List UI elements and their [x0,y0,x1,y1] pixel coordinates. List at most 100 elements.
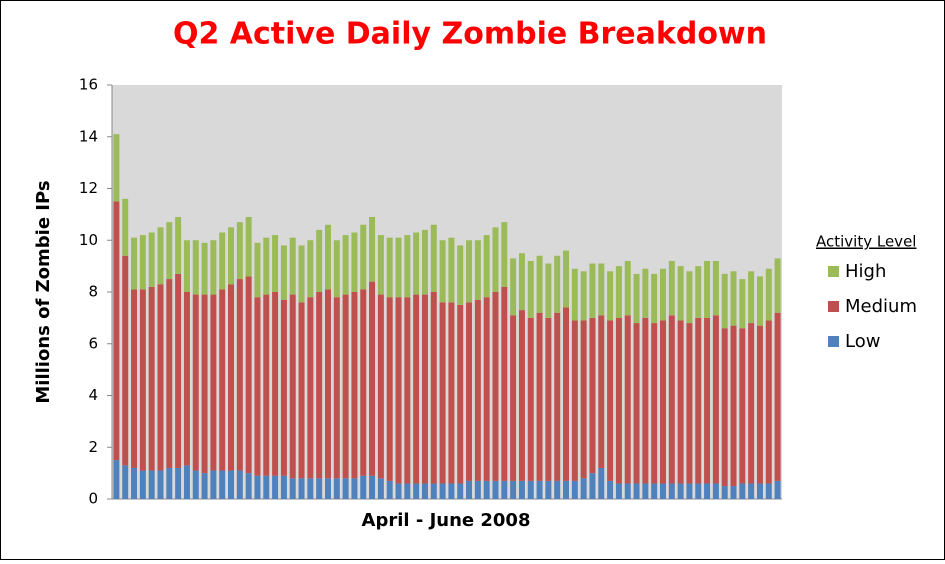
bar-segment [527,260,534,318]
bar-segment [139,289,146,471]
bar-segment [659,320,666,484]
bar-segment [228,227,235,285]
bar-segment [607,480,614,499]
bar-segment [633,323,640,484]
bar-segment [219,232,226,290]
bar-segment [369,281,376,476]
bar-segment [386,237,393,298]
bar-segment [501,480,508,499]
bar-segment [307,297,314,479]
bar-segment [624,483,631,499]
bar-segment [580,271,587,321]
bar-segment [483,480,490,499]
bar-segment [448,237,455,303]
bar-segment [659,483,666,499]
bar-segment [175,216,182,274]
bar-segment [386,480,393,499]
bar-segment [518,480,525,499]
bar-segment [139,235,146,290]
bar-segment [615,317,622,484]
bar-segment [316,478,323,499]
bar-segment [589,473,596,499]
bar-segment [289,294,296,479]
bar-segment [721,273,728,329]
legend-swatch [828,336,839,347]
bar-segment [298,245,305,303]
bar-segment [527,317,534,481]
bar-segment [166,279,173,468]
bar-segment [730,486,737,499]
bar-segment [333,240,340,298]
x-axis-label: April - June 2008 [362,510,531,531]
bar-segment [324,478,331,499]
bar-segment [748,323,755,484]
bar-segment [289,237,296,295]
bar-segment [739,328,746,484]
legend-swatch [828,301,839,312]
bar-segment [289,478,296,499]
bar-segment [395,237,402,298]
bar-segment [659,268,666,321]
bar-segment [483,297,490,481]
bar-segment [730,271,737,326]
bar-segment [369,475,376,499]
bar-segment [501,222,508,287]
bar-segment [192,470,199,499]
bar-segment [501,286,508,481]
bar-segment [492,227,499,292]
bar-segment [518,310,525,481]
bar-segment [263,475,270,499]
bar-segment [563,250,570,308]
bar-segment [457,483,464,499]
bar-segment [527,480,534,499]
bar-segment [280,245,287,300]
bar-segment [466,240,473,303]
legend-label: High [845,261,886,282]
bar-segment [122,198,129,256]
bar-segment [563,480,570,499]
bar-segment [677,320,684,484]
bar-segment [421,483,428,499]
bar-segment [131,237,138,290]
bar-segment [598,315,605,468]
bar-segment [395,297,402,484]
bar-segment [651,273,658,324]
y-tick-label: 10 [79,231,98,249]
bar-segment [113,134,120,202]
bar-segment [607,271,614,321]
bar-segment [536,480,543,499]
bar-segment [404,483,411,499]
bar-segment [765,320,772,484]
bar-segment [263,237,270,295]
bar-segment [360,224,367,290]
bar-segment [510,258,517,316]
bar-segment [712,315,719,484]
bar-segment [589,263,596,318]
bar-segment [210,240,217,295]
bar-segment [245,473,252,499]
bar-segment [704,317,711,484]
bar-segment [510,315,517,481]
y-tick-label: 14 [79,127,98,145]
bar-segment [404,235,411,298]
bar-segment [624,315,631,484]
bar-segment [686,271,693,324]
bar-segment [571,480,578,499]
bar-segment [457,245,464,305]
bar-segment [598,263,605,316]
bar-segment [386,297,393,481]
bar-segment [536,312,543,481]
bar-segment [571,320,578,481]
bar-segment [668,315,675,484]
bar-segment [721,486,728,499]
bar-segment [342,235,349,295]
legend-label: Medium [845,296,917,317]
bar-segment [430,483,437,499]
bar-segment [413,483,420,499]
bar-segment [166,467,173,499]
bar-segment [739,279,746,329]
bar-segment [448,302,455,484]
bar-segment [369,216,376,282]
bar-segment [580,478,587,499]
